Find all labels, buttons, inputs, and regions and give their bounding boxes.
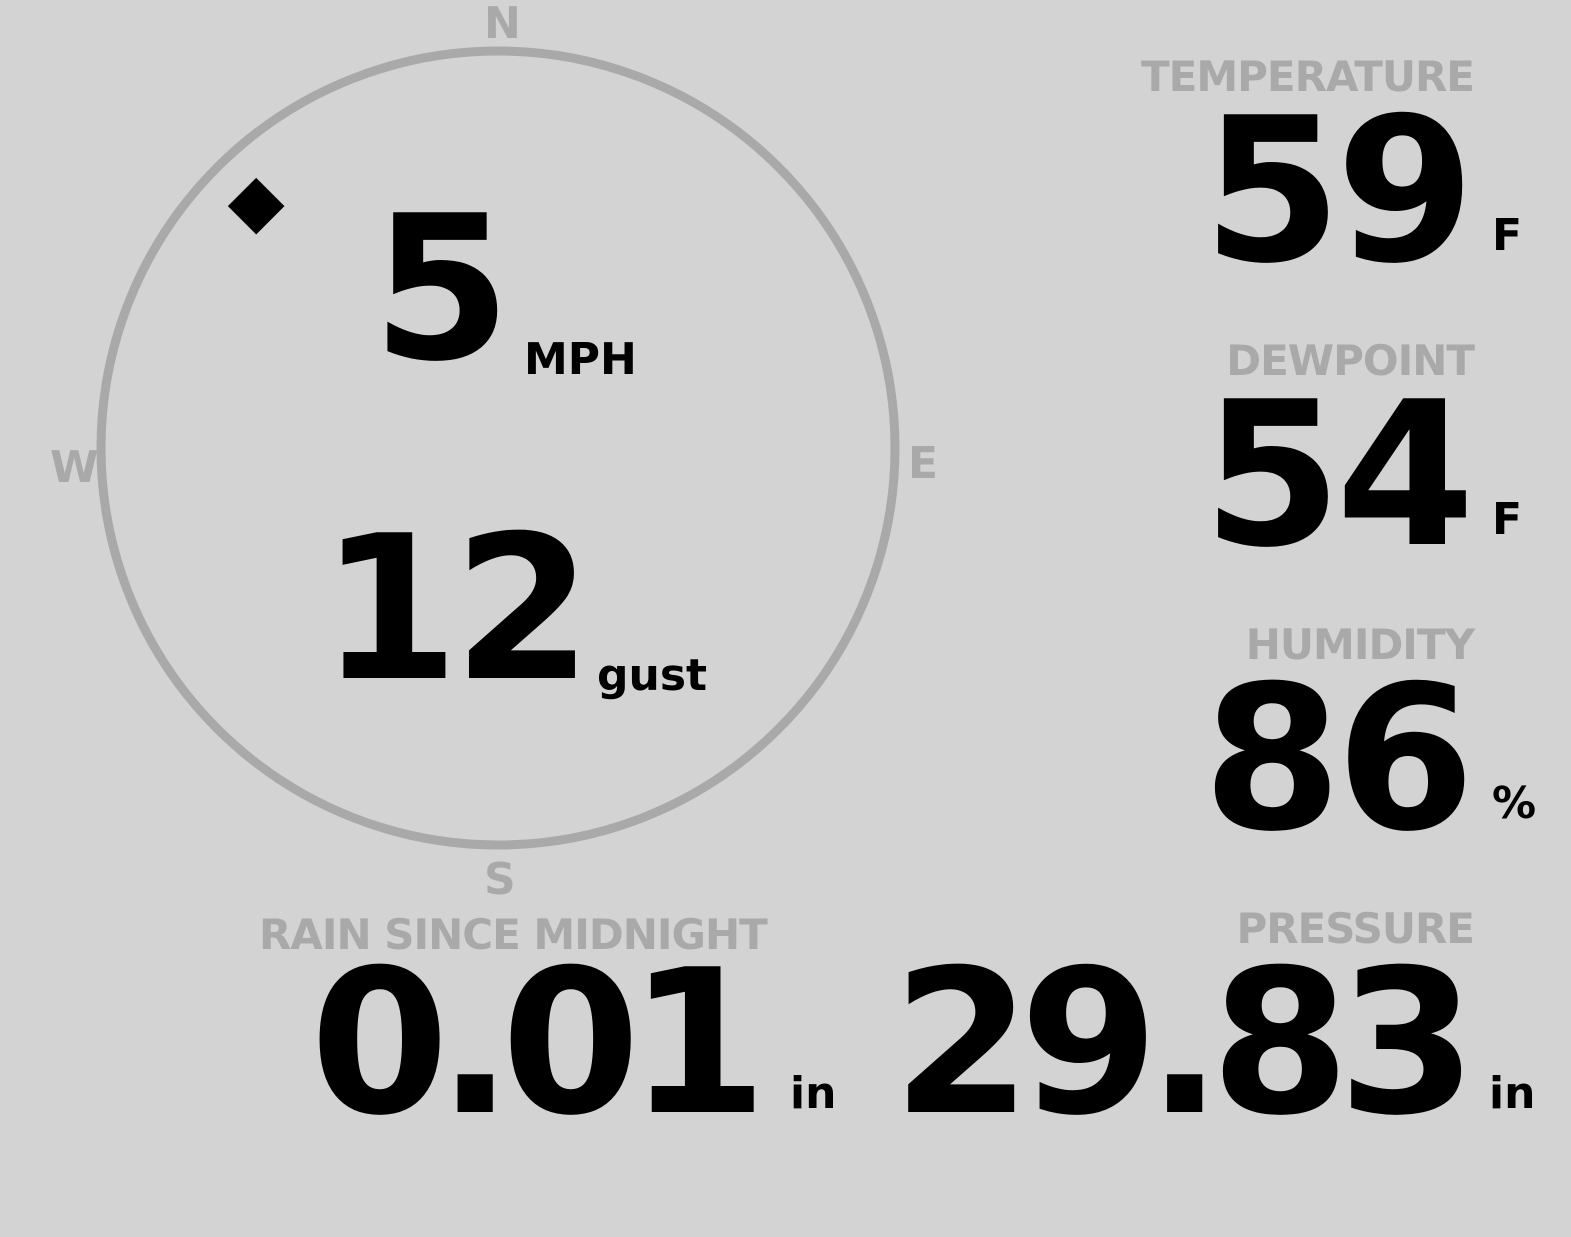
wind-gust-value: 12: [320, 493, 592, 726]
rain-label: RAIN SINCE MIDNIGHT: [259, 910, 768, 959]
compass-north: N: [484, 0, 521, 49]
compass-west: W: [50, 442, 99, 493]
temperature-unit: F: [1492, 210, 1523, 261]
dewpoint-label: DEWPOINT: [1226, 336, 1475, 385]
wind-direction-pointer: [227, 177, 285, 235]
wind-speed-value: 5: [372, 173, 511, 406]
temperature-label: TEMPERATURE: [1141, 52, 1475, 101]
rain-value: 0.01: [310, 927, 767, 1160]
compass-ring: [96, 46, 900, 850]
compass-east: E: [908, 438, 939, 489]
pressure-value: 29.83: [892, 927, 1477, 1160]
humidity-unit: %: [1492, 778, 1537, 829]
humidity-label: HUMIDITY: [1245, 620, 1475, 669]
wind-gust-unit: gust: [597, 650, 708, 701]
rain-unit: in: [790, 1068, 837, 1119]
pressure-unit: in: [1489, 1068, 1536, 1119]
humidity-value: 86: [1202, 643, 1475, 876]
temperature-value: 59: [1202, 75, 1475, 308]
dewpoint-unit: F: [1492, 494, 1523, 545]
pressure-label: PRESSURE: [1236, 904, 1475, 953]
compass-south: S: [484, 854, 516, 905]
dewpoint-value: 54: [1202, 359, 1475, 592]
wind-compass: [96, 46, 900, 850]
wind-speed-unit: MPH: [524, 334, 637, 385]
